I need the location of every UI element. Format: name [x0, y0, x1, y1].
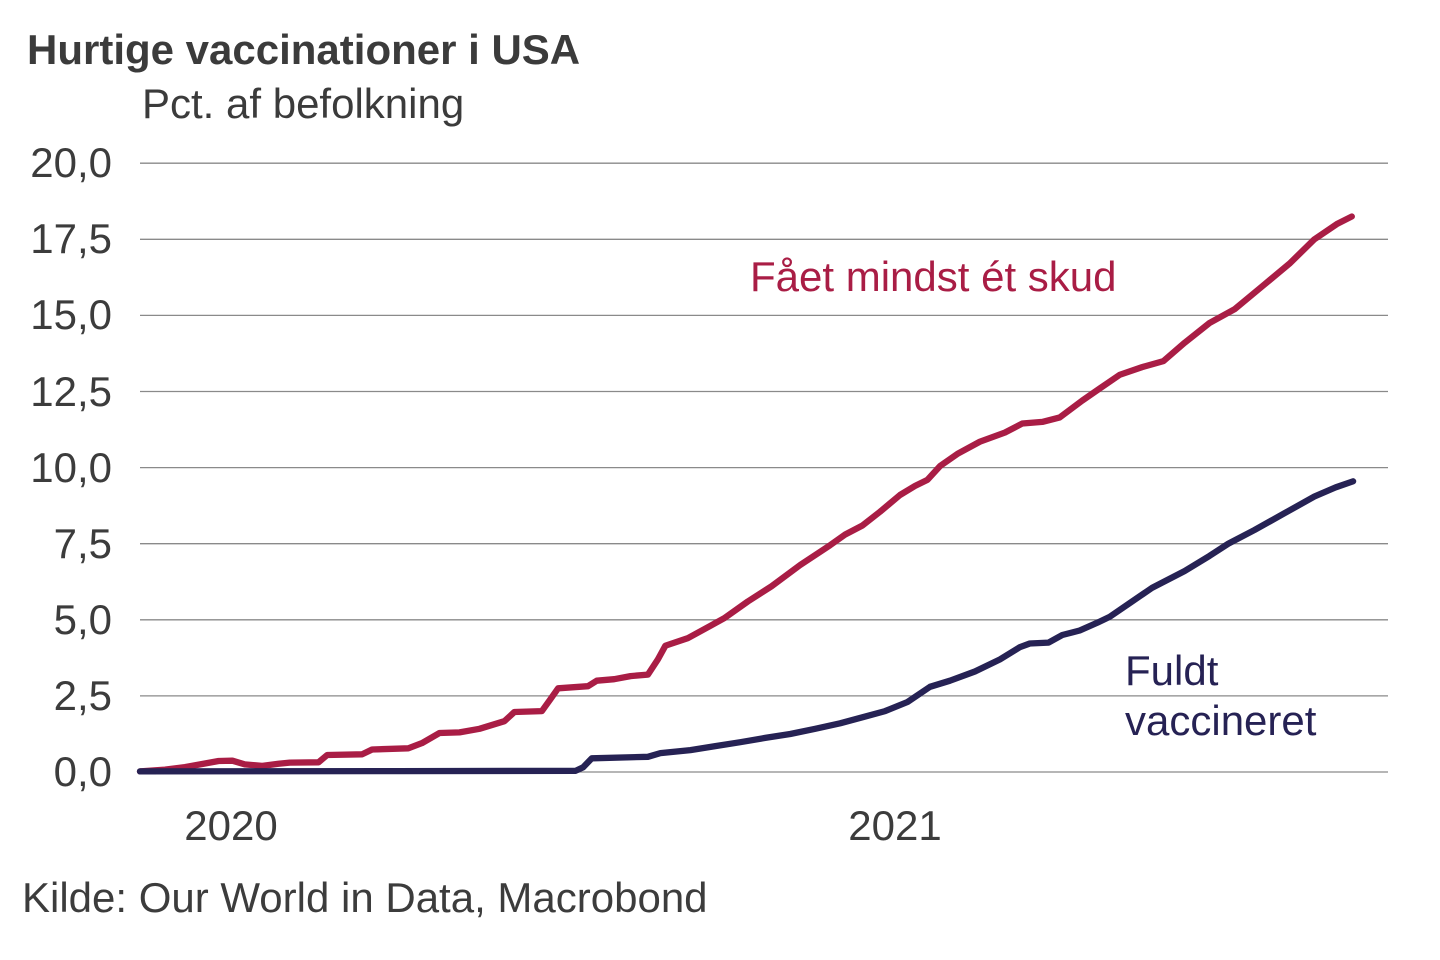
y-tick-label: 20,0	[30, 139, 112, 186]
y-tick-label: 5,0	[53, 596, 112, 643]
y-tick-label: 12,5	[30, 368, 112, 415]
chart-title: Hurtige vaccinationer i USA	[27, 26, 581, 73]
series-label-fully-vaccinated-line1: Fuldt	[1125, 647, 1219, 694]
y-tick-label: 17,5	[30, 215, 112, 262]
y-tick-label: 15,0	[30, 291, 112, 338]
y-tick-label: 0,0	[53, 748, 112, 795]
y-tick-label: 10,0	[30, 444, 112, 491]
source-note: Kilde: Our World in Data, Macrobond	[22, 874, 708, 921]
x-tick-label-2020: 2020	[184, 802, 278, 849]
series-label-fully-vaccinated: Fuldt vaccineret	[1125, 646, 1316, 746]
series-label-fully-vaccinated-line2: vaccineret	[1125, 697, 1317, 744]
series-label-one-shot: Fået mindst ét skud	[750, 253, 1117, 300]
y-tick-label: 2,5	[53, 672, 112, 719]
y-tick-label: 7,5	[53, 520, 112, 567]
series-line-one-shot	[136, 213, 1355, 775]
x-tick-label-2021: 2021	[848, 802, 942, 849]
series-line-fully-vaccinated	[136, 478, 1357, 775]
chart-subtitle: Pct. af befolkning	[142, 80, 465, 127]
